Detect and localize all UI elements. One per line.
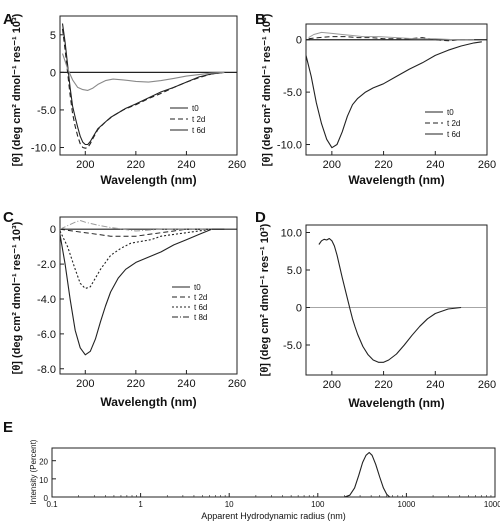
series-line-t-6d — [59, 228, 212, 290]
panel-label: E — [3, 419, 13, 436]
y-tick-label: 0 — [50, 224, 56, 236]
y-axis-title: [θ] (deg cm² dmol⁻¹ res⁻¹ 10³) — [259, 223, 271, 376]
plot-frame — [305, 224, 488, 376]
y-axis-title: Intensity (Percent) — [29, 439, 38, 504]
y-tick-label: 0 — [50, 67, 56, 79]
x-tick-label: 220 — [374, 379, 392, 391]
x-tick-label: 1000 — [398, 500, 416, 509]
legend-label-t-2d: t 2d — [192, 115, 205, 124]
x-tick-label: 200 — [323, 379, 341, 391]
y-tick-label: -5.0 — [283, 340, 302, 352]
x-axis-title: Wavelength (nm) — [100, 395, 196, 409]
y-tick-label: -5.0 — [283, 87, 302, 99]
series-line-t-6d — [61, 53, 225, 91]
panel-label: B — [255, 11, 266, 28]
x-tick-label: 220 — [127, 159, 145, 171]
x-tick-label: 10 — [225, 500, 234, 509]
x-axis-title: Apparent Hydrodynamic radius (nm) — [201, 511, 346, 521]
y-axis-title: [θ] (deg cm² dmol⁻¹ res⁻¹ 10³) — [11, 13, 23, 166]
x-tick-label: 200 — [76, 378, 94, 390]
series-line-t-8d — [59, 220, 212, 232]
legend-label-t-8d: t 8d — [194, 313, 207, 322]
x-tick-label: 0.1 — [46, 500, 58, 509]
y-tick-label: -6.0 — [37, 329, 56, 341]
series-line-t-2d — [308, 36, 475, 42]
legend-label-t-6d: t 6d — [447, 130, 460, 139]
y-tick-label: -2.0 — [37, 259, 56, 271]
x-tick-label: 240 — [426, 159, 444, 171]
y-tick-label: 20 — [39, 458, 48, 467]
series-line-t0 — [305, 41, 482, 149]
y-tick-label: -10.0 — [31, 142, 56, 154]
panel-label: D — [255, 209, 266, 226]
chart-panel-c: C 200 220 240 260 0 -2.0 -4.0 -6.0 -8.0 Wavelength… — [3, 209, 246, 409]
y-tick-label: -8.0 — [37, 364, 56, 376]
x-tick-label: 200 — [323, 159, 341, 171]
legend-label-t0: t0 — [194, 283, 201, 292]
legend-label-t-6d: t 6d — [194, 303, 207, 312]
chart-panel-d: D 200 220 240 260 10.0 5.0 0 -5.0 Wavelength (nm)… — [255, 209, 496, 410]
x-axis-title: Wavelength (nm) — [348, 396, 444, 410]
x-axis-title: Wavelength (nm) — [348, 173, 444, 187]
x-axis-title: Wavelength (nm) — [100, 173, 196, 187]
series-line — [52, 451, 495, 498]
series-line — [318, 237, 462, 363]
y-tick-label: 5 — [50, 30, 56, 42]
x-tick-label: 260 — [228, 159, 246, 171]
y-tick-label: -10.0 — [277, 140, 302, 152]
legend-label-t0: t0 — [447, 108, 454, 117]
series-line-t-2d — [59, 228, 212, 237]
y-tick-label: -4.0 — [37, 294, 56, 306]
y-tick-label: 5.0 — [287, 265, 302, 277]
x-tick-label: 260 — [478, 159, 496, 171]
x-tick-label: 220 — [374, 159, 392, 171]
y-axis-title: [θ] (deg cm² dmol⁻¹ res⁻¹ 10³) — [261, 13, 273, 166]
legend-label-t-2d: t 2d — [447, 119, 460, 128]
y-tick-label: -5.0 — [37, 105, 56, 117]
y-tick-label: 0 — [296, 35, 302, 47]
legend-label-t0: t0 — [192, 104, 199, 113]
chart-panel-a: A 200 220 240 260 5 0 -5.0 -10.0 Wavelength (nm) [… — [3, 11, 246, 187]
y-axis-title: [θ] (deg cm² dmol⁻¹ res⁻¹ 10³) — [11, 221, 23, 374]
y-tick-label: 0 — [296, 303, 302, 315]
x-tick-label: 240 — [177, 378, 195, 390]
plot-frame — [305, 23, 488, 156]
panel-label: A — [3, 11, 14, 28]
chart-panel-b: B 200 220 240 260 0 -5.0 -10.0 Wavelength (nm) [θ… — [255, 11, 496, 187]
x-tick-label: 240 — [426, 379, 444, 391]
x-tick-label: 260 — [478, 379, 496, 391]
y-tick-label: 10 — [39, 476, 48, 485]
series-line-t-6d — [308, 31, 475, 41]
x-tick-label: 100 — [311, 500, 325, 509]
x-tick-label: 240 — [177, 159, 195, 171]
legend-label-t-2d: t 2d — [194, 293, 207, 302]
y-tick-label: 0 — [44, 494, 49, 503]
y-tick-label: 10.0 — [281, 228, 302, 240]
series-line-t-2d — [61, 28, 225, 149]
x-tick-label: 200 — [76, 159, 94, 171]
plot-frame — [59, 216, 238, 375]
legend-label-t-6d: t 6d — [192, 126, 205, 135]
plot-frame — [59, 15, 238, 156]
x-tick-label: 260 — [228, 378, 246, 390]
x-tick-label: 1 — [138, 500, 143, 509]
panel-label: C — [3, 209, 14, 226]
x-tick-label: 220 — [127, 378, 145, 390]
series-line-t0 — [59, 228, 225, 356]
plot-frame — [51, 447, 496, 498]
